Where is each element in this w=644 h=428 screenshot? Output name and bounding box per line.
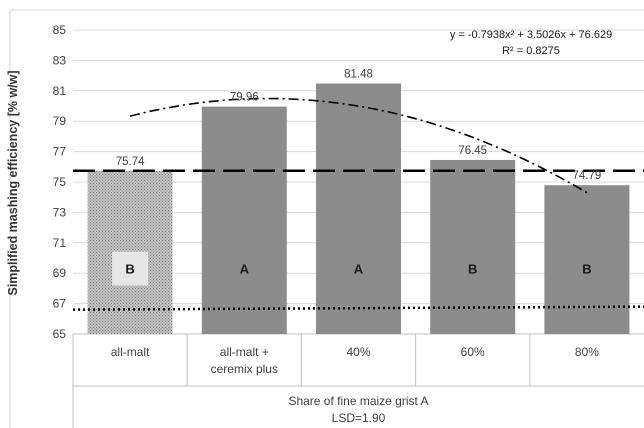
y-tick-label: 81 xyxy=(53,84,67,98)
bar xyxy=(544,185,629,334)
group-letter: B xyxy=(125,262,134,277)
data-label: 79.96 xyxy=(230,92,259,104)
x-category-label: 80% xyxy=(575,345,599,359)
group-letter: B xyxy=(582,262,591,277)
bar xyxy=(202,107,287,334)
y-tick-label: 83 xyxy=(53,53,67,67)
y-tick-label: 65 xyxy=(53,327,67,341)
group-letter: A xyxy=(240,262,250,277)
y-tick-label: 69 xyxy=(53,266,67,280)
y-tick-label: 79 xyxy=(53,114,67,128)
trendline-r-squared: R² = 0.8275 xyxy=(502,45,560,57)
y-tick-label: 77 xyxy=(53,145,67,159)
x-category-label: all-malt + xyxy=(220,345,269,359)
x-category-label: 60% xyxy=(461,345,485,359)
data-label: 75.74 xyxy=(116,156,145,168)
x-axis-subtitle: LSD=1.90 xyxy=(332,411,386,425)
bar xyxy=(316,84,401,334)
bar xyxy=(430,160,515,334)
data-label: 74.79 xyxy=(573,170,602,182)
y-tick-label: 67 xyxy=(53,297,67,311)
group-letter: B xyxy=(468,262,477,277)
x-category-label: all-malt xyxy=(111,345,150,359)
y-tick-label: 71 xyxy=(53,236,67,250)
trendline-equation: y = -0.7938x² + 3.5026x + 76.629 xyxy=(450,29,612,41)
x-category-label: ceremix plus xyxy=(211,362,278,376)
y-tick-label: 85 xyxy=(53,23,67,37)
x-axis-title: Share of fine maize grist A xyxy=(288,394,428,408)
y-tick-label: 75 xyxy=(53,175,67,189)
group-letter: A xyxy=(354,262,364,277)
data-label: 81.48 xyxy=(344,69,373,81)
data-label: 76.45 xyxy=(458,145,487,157)
y-tick-label: 73 xyxy=(53,205,67,219)
x-category-label: 40% xyxy=(346,345,370,359)
y-axis-title: Simplified mashing efficiency [% w/w] xyxy=(6,70,20,295)
